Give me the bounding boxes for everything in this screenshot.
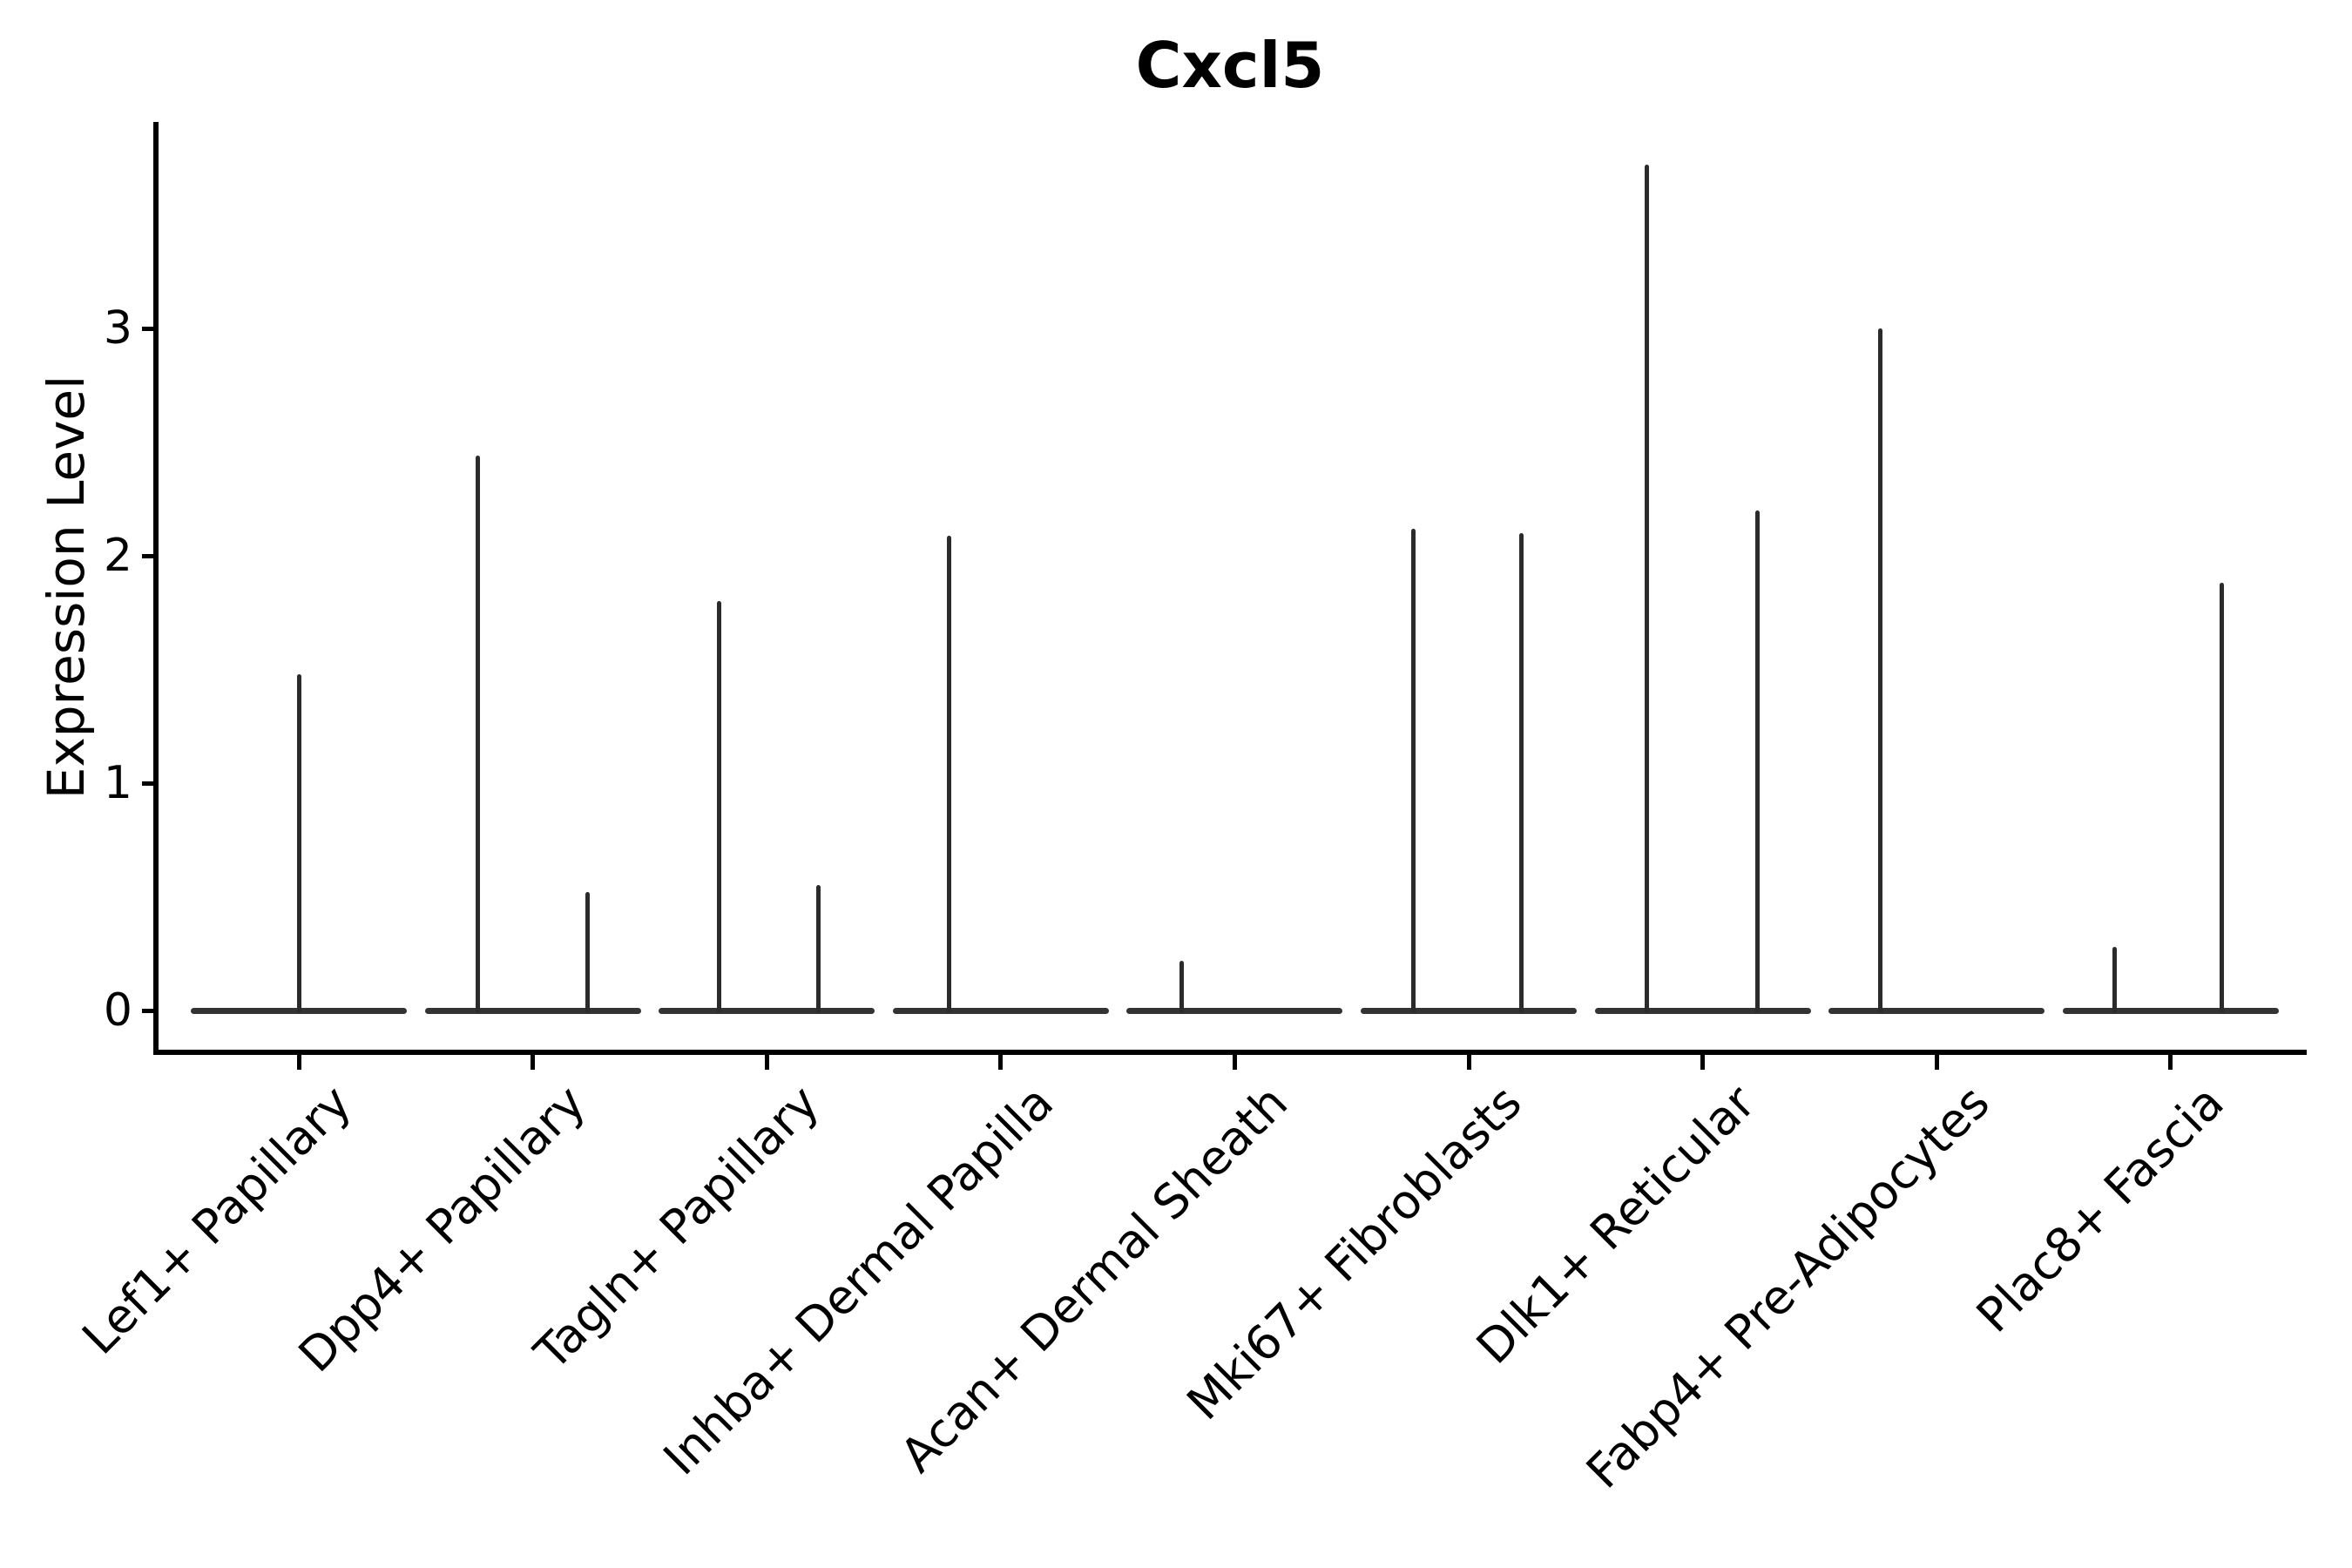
y-tick-label: 1 xyxy=(103,757,132,809)
violin-spike xyxy=(2112,946,2117,1013)
y-axis-spine xyxy=(153,122,159,1055)
violin-baseline xyxy=(659,1008,875,1014)
violin-baseline xyxy=(1828,1008,2045,1014)
x-tick-mark xyxy=(296,1055,301,1070)
x-tick-mark xyxy=(764,1055,769,1070)
violin-spike xyxy=(475,456,480,1013)
violin-spike xyxy=(1644,165,1649,1013)
plot-title: Cxcl5 xyxy=(1135,29,1325,102)
violin-spike xyxy=(716,601,721,1013)
y-tick-mark xyxy=(142,554,154,558)
y-tick-label: 0 xyxy=(103,984,132,1037)
x-tick-mark xyxy=(1232,1055,1237,1070)
violin-spike xyxy=(947,535,952,1013)
violin-baseline xyxy=(424,1008,641,1014)
violin-baseline xyxy=(2062,1008,2279,1014)
y-tick-mark xyxy=(142,781,154,786)
y-tick-mark xyxy=(142,327,154,331)
y-axis-label: Expression Level xyxy=(37,375,96,800)
violin-spike xyxy=(1755,510,1761,1013)
x-tick-mark xyxy=(998,1055,1004,1070)
x-tick-label: Acan+ Dermal Sheath xyxy=(889,1074,1298,1484)
violin-spike xyxy=(2220,583,2225,1013)
x-tick-mark xyxy=(2168,1055,2173,1070)
y-tick-mark xyxy=(142,1009,154,1013)
violin-baseline xyxy=(1126,1008,1343,1014)
x-tick-label: Plac8+ Fascia xyxy=(1965,1074,2234,1343)
x-tick-mark xyxy=(1700,1055,1706,1070)
violin-baseline xyxy=(892,1008,1109,1014)
y-tick-label: 2 xyxy=(103,530,132,582)
x-tick-mark xyxy=(1934,1055,1939,1070)
violin-spike xyxy=(585,892,591,1013)
violin-spike xyxy=(815,885,821,1013)
violin-spike xyxy=(296,673,301,1013)
violin-baseline xyxy=(1361,1008,1577,1014)
violin-spike xyxy=(1518,532,1524,1013)
x-tick-mark xyxy=(1466,1055,1471,1070)
x-tick-label: Inhba+ Dermal Papilla xyxy=(652,1074,1064,1486)
y-tick-label: 3 xyxy=(103,302,132,355)
violin-baseline xyxy=(1594,1008,1811,1014)
x-tick-mark xyxy=(531,1055,536,1070)
violin-spike xyxy=(1179,960,1185,1013)
x-axis-spine xyxy=(153,1050,2307,1055)
violin-spike xyxy=(1411,528,1416,1013)
violin-spike xyxy=(1878,328,1883,1013)
x-tick-label: Fabp4+ Pre-Adipocytes xyxy=(1575,1074,2000,1499)
